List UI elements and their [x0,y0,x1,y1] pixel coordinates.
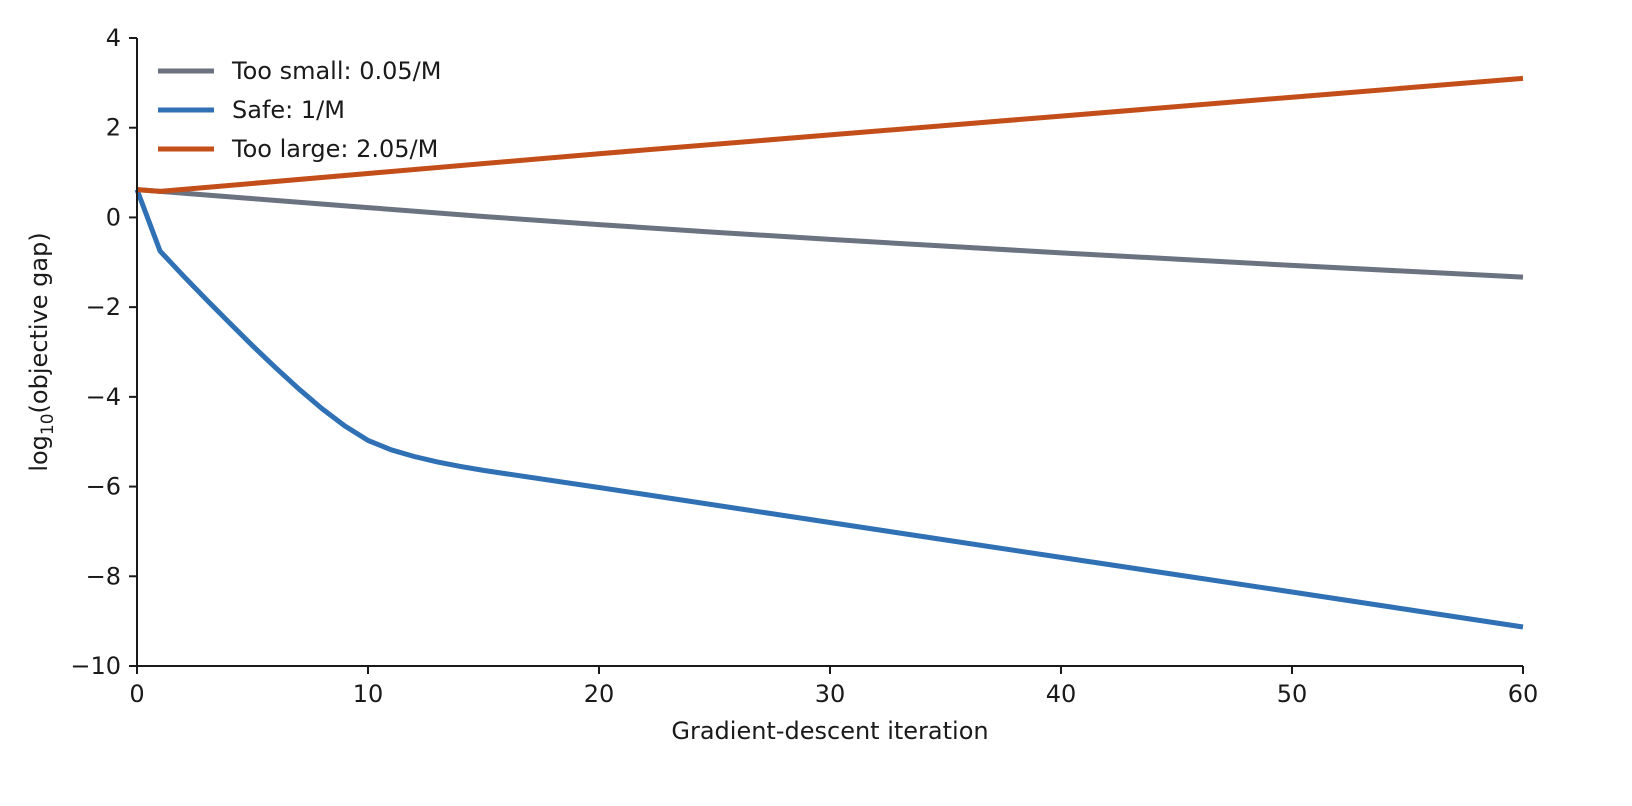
x-tick-label: 40 [1046,680,1077,708]
legend-label: Safe: 1/M [232,96,345,124]
y-tick-label: −4 [86,383,121,411]
legend-label: Too small: 0.05/M [231,57,441,85]
y-tick-label: −10 [70,652,121,680]
axes [136,38,1523,667]
y-tick-label: −6 [86,473,121,501]
series-line-1 [134,188,1524,630]
y-axis-title-subscript: 10 [38,413,58,435]
y-tick-label: 2 [106,114,121,142]
y-tick-label: 4 [106,24,121,52]
x-tick-label: 0 [129,680,144,708]
y-axis-title-suffix: (objective gap) [25,232,53,413]
series-line-0 [136,187,1524,280]
x-tick-label: 60 [1508,680,1539,708]
x-ticks: 0 10 20 30 40 50 60 [129,666,1538,708]
series-line-2 [136,75,1524,194]
x-axis-title: Gradient-descent iteration [671,717,988,745]
y-ticks: −10 −8 −6 −4 −2 0 2 4 [70,24,137,680]
x-tick-label: 50 [1277,680,1308,708]
y-tick-label: 0 [106,203,121,231]
y-tick-label: −2 [86,293,121,321]
legend: Too small: 0.05/M Safe: 1/M Too large: 2.0… [158,57,441,163]
x-tick-label: 30 [815,680,846,708]
y-tick-label: −8 [86,562,121,590]
series-lines [134,75,1524,630]
legend-label: Too large: 2.05/M [231,135,438,163]
x-tick-label: 20 [584,680,615,708]
x-tick-label: 10 [353,680,384,708]
y-axis-title: log10(objective gap) [25,232,58,471]
y-axis-title-prefix: log [25,435,53,472]
